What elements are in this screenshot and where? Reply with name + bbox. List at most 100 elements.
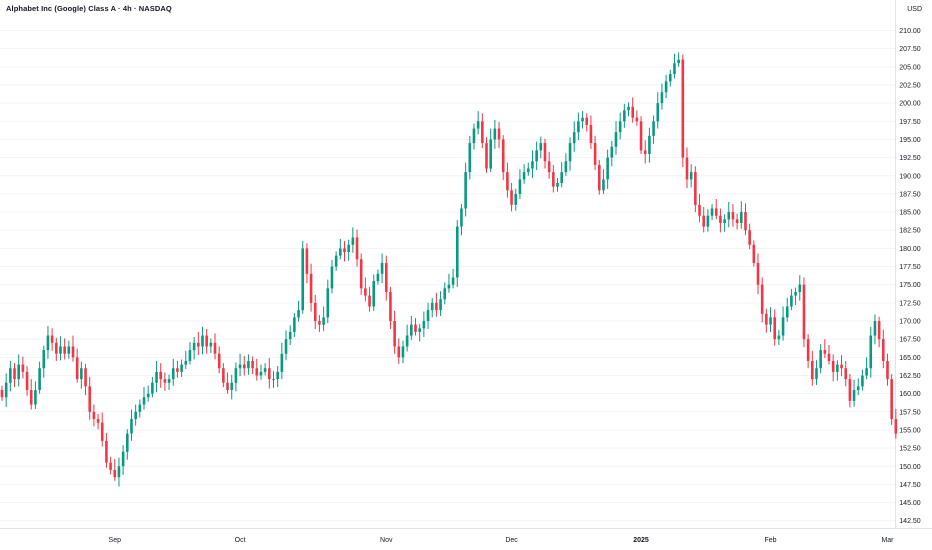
candle [497, 122, 501, 149]
candle [443, 282, 447, 305]
candle [710, 204, 714, 221]
y-tick-label: 182.50 [899, 228, 921, 235]
candle [635, 110, 639, 126]
candle [564, 153, 568, 176]
candle-body [748, 230, 751, 245]
candle [556, 177, 559, 192]
y-tick-label: 172.50 [899, 300, 921, 307]
candle [560, 161, 563, 188]
candle-body [539, 143, 543, 151]
candle-body [309, 273, 313, 303]
candle [334, 251, 338, 271]
candle-body [71, 346, 75, 358]
candle-body [9, 368, 12, 383]
candle-body [877, 321, 881, 340]
candle-body [222, 368, 225, 383]
candle [430, 297, 434, 318]
candle [84, 363, 87, 396]
candle [355, 229, 359, 267]
y-tick-label: 180.00 [899, 246, 921, 253]
candle [589, 115, 593, 149]
currency-label[interactable]: USD [907, 6, 922, 13]
candle [359, 253, 363, 295]
candle [468, 135, 472, 180]
candle [46, 326, 50, 359]
candle-body [673, 63, 676, 75]
candle-body [819, 350, 822, 369]
candle [197, 331, 200, 356]
candle-body [756, 262, 760, 285]
candle [606, 149, 609, 189]
candle [50, 328, 54, 351]
candle [117, 457, 121, 487]
candle-body [13, 368, 16, 380]
candle [209, 338, 213, 353]
candle [259, 364, 263, 380]
candle [405, 324, 409, 352]
candle [447, 273, 451, 293]
candle [464, 162, 467, 217]
candle [318, 315, 321, 332]
y-tick-label: 147.50 [899, 482, 921, 489]
candle-body [84, 368, 87, 387]
candle-body [773, 317, 777, 340]
candle [781, 306, 785, 341]
candle [531, 150, 534, 178]
candle [410, 315, 413, 340]
candle-body [894, 419, 898, 434]
candle [55, 337, 58, 361]
candle-body [702, 215, 705, 227]
candle [188, 342, 192, 365]
candle [681, 54, 685, 168]
candle-body [38, 368, 41, 391]
candle [205, 329, 208, 354]
candle-body [251, 360, 254, 369]
candle [577, 112, 580, 141]
candle-body [334, 255, 338, 267]
candle-body [313, 302, 317, 322]
candle [113, 459, 117, 481]
candle [476, 111, 480, 135]
candle-body [268, 368, 271, 380]
candle [623, 103, 626, 128]
candle [217, 346, 221, 374]
candle-body [238, 364, 242, 369]
candle-body [785, 306, 789, 318]
candle [581, 111, 584, 129]
candle-body [180, 364, 183, 372]
candle-body [468, 143, 472, 173]
candle-body [689, 172, 693, 180]
candle [414, 318, 417, 336]
candle-body [781, 317, 785, 336]
candle [877, 316, 881, 348]
candle [34, 381, 37, 409]
candle-body [714, 208, 718, 216]
candle [660, 83, 664, 110]
candle [831, 354, 835, 382]
candle-body [856, 386, 860, 391]
candle-body [410, 324, 413, 336]
time-axis[interactable]: SepOctNovDec2025FebMarApr [109, 537, 932, 544]
candle-body [443, 288, 447, 300]
candle [597, 159, 601, 195]
candle [142, 387, 146, 410]
candle-body [209, 342, 213, 347]
y-tick-label: 157.50 [899, 409, 921, 416]
price-axis[interactable]: 142.50 145.00 147.50 150.00 152.50 155.00 157.… [899, 28, 921, 525]
candle-body [869, 335, 873, 369]
candle [418, 323, 421, 342]
candle [777, 329, 781, 345]
candle-body [556, 183, 559, 187]
candle [694, 166, 697, 213]
candle-body [284, 339, 288, 354]
candle-body [29, 390, 33, 405]
candle [192, 336, 196, 360]
candle [455, 220, 459, 287]
candle-body [126, 433, 129, 452]
candle [664, 74, 668, 99]
candle [451, 268, 455, 289]
candle [656, 92, 660, 129]
candle [631, 97, 634, 123]
candle [330, 260, 334, 294]
